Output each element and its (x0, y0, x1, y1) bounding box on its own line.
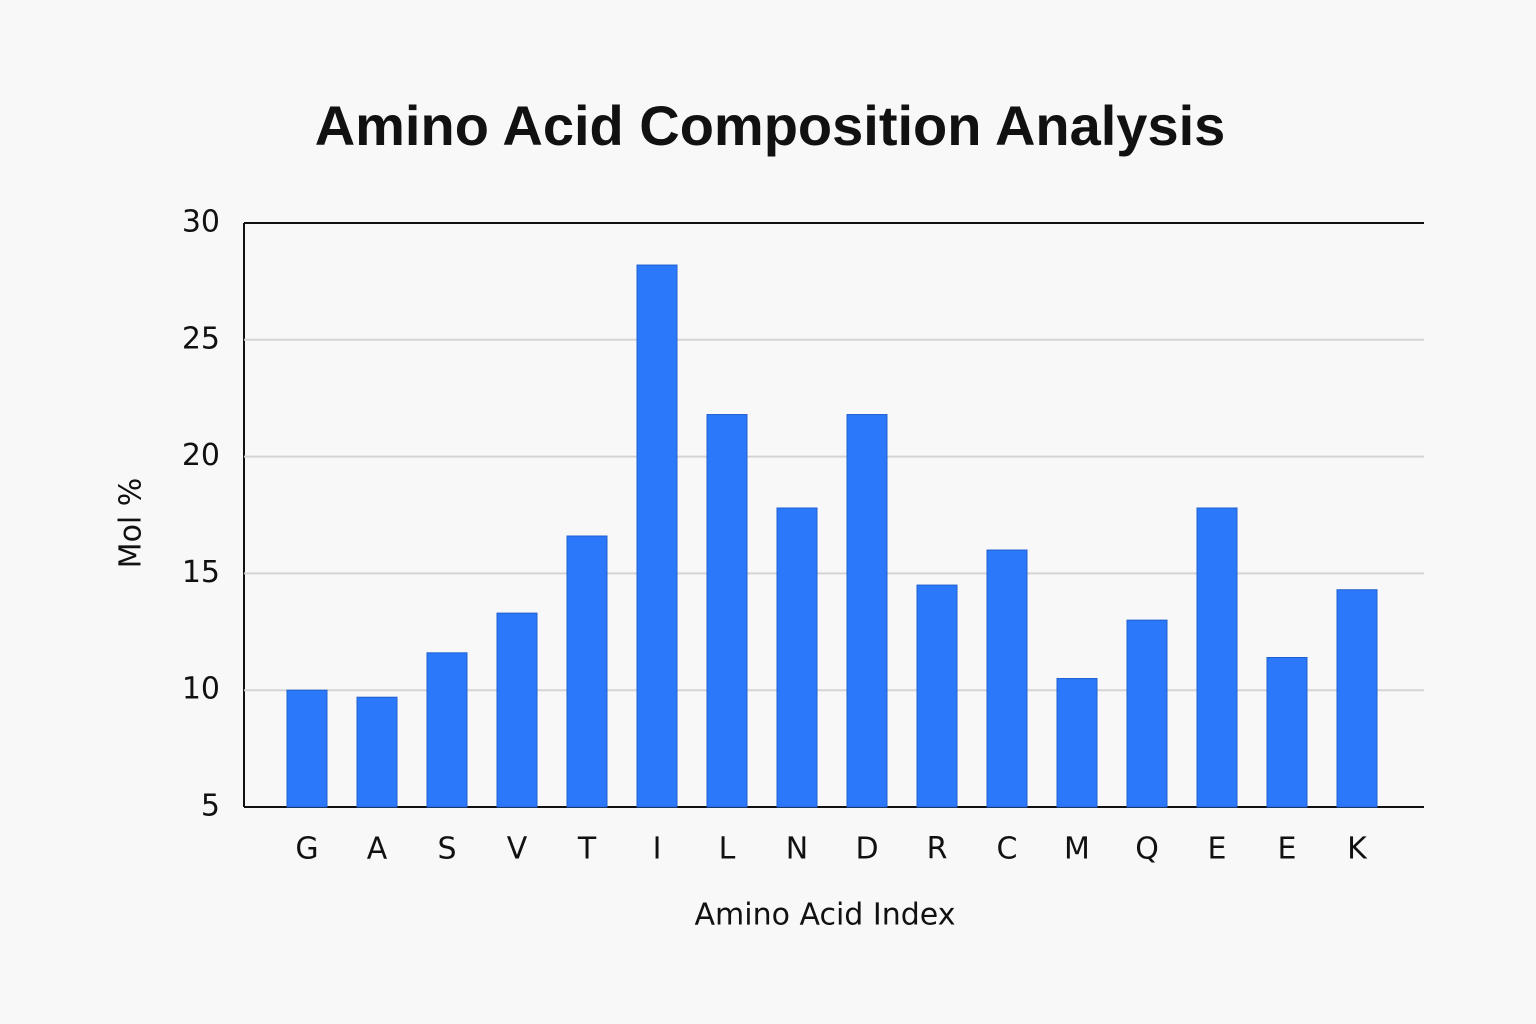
y-tick-label: 5 (201, 789, 220, 824)
bar (426, 652, 468, 808)
y-tick-label: 10 (182, 672, 220, 707)
x-tick-label: D (855, 832, 878, 867)
x-tick-label: G (295, 832, 318, 867)
x-tick-label: T (577, 832, 597, 867)
bar (1336, 589, 1378, 808)
y-tick-label: 30 (182, 205, 220, 240)
x-tick-label: E (1208, 832, 1227, 867)
bar (706, 414, 748, 808)
chart-title: Amino Acid Composition Analysis (315, 94, 1226, 157)
x-tick-label: E (1278, 832, 1297, 867)
bar (1126, 619, 1168, 808)
y-axis-label: Mol % (114, 478, 149, 569)
x-tick-label: R (927, 832, 948, 867)
x-tick-label: S (437, 832, 456, 867)
bar (1196, 507, 1238, 808)
x-tick-label: M (1064, 832, 1090, 867)
x-tick-label: Q (1135, 832, 1159, 867)
x-tick-label: V (507, 832, 528, 867)
y-tick-label: 15 (182, 555, 220, 590)
bar (776, 507, 818, 808)
bar (566, 535, 608, 808)
bar (636, 264, 678, 808)
y-tick-label: 25 (182, 321, 220, 356)
bar (916, 584, 958, 808)
bar (356, 696, 398, 808)
x-tick-label: A (367, 832, 388, 867)
x-axis-label: Amino Acid Index (695, 898, 956, 933)
x-tick-label: C (997, 832, 1018, 867)
bar (286, 689, 328, 808)
bar (1056, 678, 1098, 808)
bar (1266, 656, 1308, 808)
bar (846, 414, 888, 808)
x-tick-label: N (786, 832, 808, 867)
y-tick-label: 20 (182, 438, 220, 473)
bar (986, 549, 1028, 808)
x-tick-label: K (1347, 832, 1368, 867)
x-tick-label: L (719, 832, 736, 867)
x-tick-label: I (653, 832, 662, 867)
bar (496, 612, 538, 808)
